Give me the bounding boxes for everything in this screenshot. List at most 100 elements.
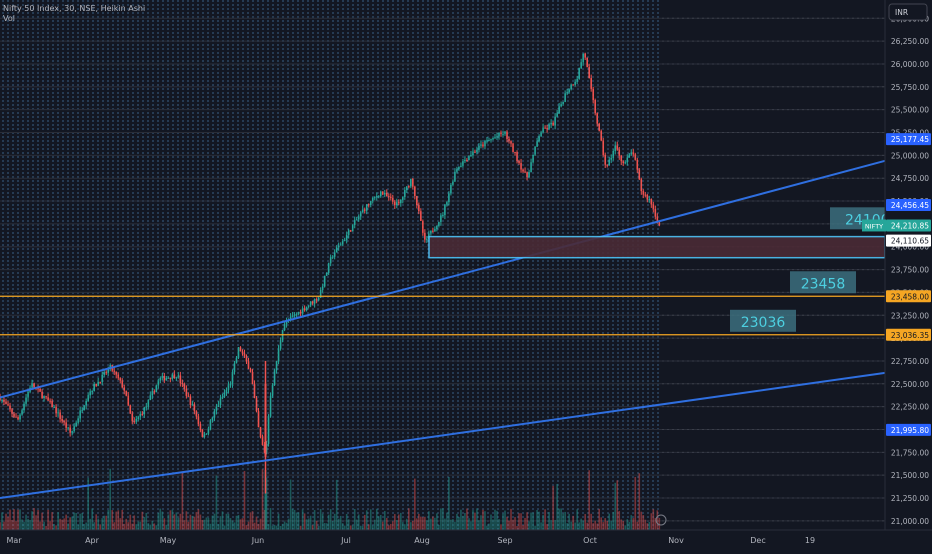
candle-body: [512, 143, 514, 152]
volume-bar: [329, 509, 332, 530]
candle-body: [341, 240, 344, 245]
volume-bar: [155, 525, 158, 530]
volume-bar: [428, 511, 430, 530]
volume-bar: [327, 514, 330, 530]
volume-bar: [147, 523, 150, 530]
candle-body: [558, 106, 560, 114]
candle-body: [191, 404, 194, 406]
volume-bar: [133, 515, 136, 530]
candle-body: [620, 155, 623, 162]
volume-bar: [536, 510, 538, 530]
candle-body: [656, 216, 659, 223]
candle-body: [602, 140, 605, 155]
candle-body: [279, 340, 282, 349]
candle-body: [83, 405, 85, 411]
candle-body: [1, 399, 3, 401]
volume-bar: [235, 515, 238, 530]
volume-bar: [115, 511, 118, 530]
candle-body: [504, 131, 506, 134]
volume-bar: [293, 509, 296, 530]
currency-button: [888, 3, 928, 21]
candle-body: [151, 391, 154, 396]
volume-bar: [538, 511, 540, 530]
price-tag: [886, 199, 931, 212]
candle-body: [600, 130, 603, 141]
candle-body: [436, 225, 438, 230]
support-zone[interactable]: [428, 235, 886, 259]
volume-bar: [554, 520, 556, 530]
symbol-title[interactable]: Nifty 50 Index, 30, NSE, Heikin Ashi: [3, 4, 146, 13]
candle-body: [267, 416, 270, 444]
volume-bar: [303, 513, 306, 530]
candle-body: [438, 221, 440, 226]
candle-body: [53, 407, 55, 409]
candle-body: [369, 201, 372, 205]
candle-body: [73, 426, 75, 432]
volume-bar: [153, 523, 156, 530]
candle-body: [201, 429, 204, 437]
candle-body: [163, 375, 166, 381]
time-tick-label: Jul: [340, 536, 351, 545]
volume-bar: [295, 512, 298, 530]
volume-bar: [43, 521, 45, 530]
candle-body: [357, 216, 360, 220]
candle-body: [145, 406, 148, 408]
candle-body: [532, 154, 534, 163]
price-tag-label: 24,210.85: [891, 221, 929, 230]
volume-bar: [259, 518, 262, 530]
volume-bar: [273, 524, 276, 530]
volume-bar: [53, 524, 55, 530]
chart-header: Nifty 50 Index, 30, NSE, Heikin Ashi Vol: [3, 4, 145, 24]
volume-bar: [81, 512, 83, 530]
volume-bar: [345, 513, 348, 530]
candle-body: [476, 149, 478, 153]
volume-bar: [508, 520, 510, 530]
volume-bar: [361, 525, 364, 530]
candle-body: [243, 353, 246, 357]
volume-bar: [608, 513, 611, 530]
candle-body: [311, 301, 314, 304]
candle-body: [416, 196, 418, 206]
volume-bar: [77, 524, 79, 530]
trendlines[interactable]: [0, 159, 886, 500]
volume-bar: [87, 477, 89, 530]
volume-bar: [620, 519, 623, 530]
volume-bar: [530, 512, 532, 530]
volume-bar: [297, 512, 300, 530]
candle-body: [189, 396, 192, 405]
volume-bar: [373, 519, 376, 530]
volume-bar: [279, 525, 282, 530]
candle-body: [289, 316, 292, 320]
volume-bar: [385, 517, 388, 530]
candle-body: [57, 412, 59, 414]
candle-body: [275, 361, 278, 371]
candle-body: [658, 222, 661, 226]
volume-bar: [271, 525, 274, 530]
price-tick-label: 22,750.00: [891, 357, 929, 366]
volume-bar: [426, 520, 428, 530]
candle-body: [550, 122, 552, 125]
time-axis[interactable]: Mar Apr May Jun Jul Aug Sep Oct Nov Dec 19: [0, 514, 932, 545]
candle-body: [570, 84, 572, 90]
candle-body: [113, 370, 116, 372]
volume-bar: [183, 520, 186, 530]
volume-bar: [412, 520, 414, 530]
candle-body: [508, 139, 510, 142]
volume-label[interactable]: Vol: [3, 14, 15, 23]
candle-body: [93, 384, 95, 392]
price-tick-label: 24,750.00: [891, 174, 929, 183]
volume-bar: [129, 514, 132, 530]
candle-body: [153, 391, 156, 393]
price-axis[interactable]: 26,500.0026,250.0026,000.0025,750.0025,5…: [884, 0, 932, 550]
volume-bar: [281, 523, 284, 530]
candle-body: [524, 171, 526, 173]
volume-bar: [277, 513, 280, 530]
volume-bar: [325, 523, 328, 530]
candle-body: [61, 418, 63, 422]
price-tag-label: 21,995.80: [891, 426, 929, 435]
volume-bar: [193, 516, 196, 530]
volume-bar: [0, 522, 1, 530]
candle-body: [157, 380, 160, 386]
